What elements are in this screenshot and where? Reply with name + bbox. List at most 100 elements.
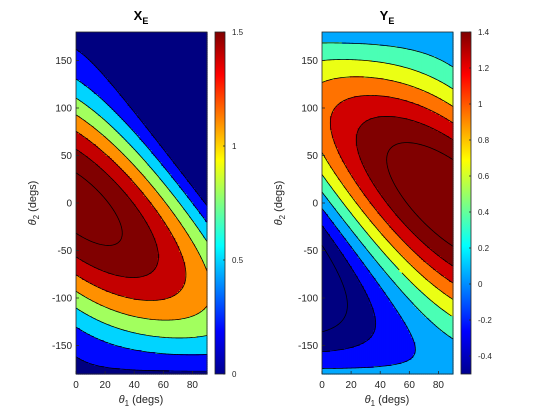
xe-contour-cell xyxy=(129,80,133,83)
xe-contour-cell xyxy=(133,52,137,55)
xe-contour-cell xyxy=(175,40,178,43)
xe-contour-cell xyxy=(159,102,162,105)
xe-contour-cell xyxy=(177,70,180,73)
xe-contour-cell xyxy=(83,112,87,115)
xe-contour-cell xyxy=(177,90,180,93)
xe-contour-cell xyxy=(97,96,101,99)
xe-contour-cell xyxy=(91,38,95,41)
xe-contour-cell xyxy=(85,58,89,61)
xe-contour-cell xyxy=(163,126,166,129)
xe-contour-cell xyxy=(193,44,196,47)
xe-contour-cell xyxy=(141,130,145,133)
xe-contour-cell xyxy=(155,50,158,53)
xe-contour-cell xyxy=(201,72,204,75)
xe-contour-cell xyxy=(109,36,113,39)
xe-contour-cell xyxy=(95,90,99,93)
xe-contour-cell xyxy=(127,32,131,35)
xe-contour-cell xyxy=(153,32,156,35)
xe-contour-cell xyxy=(97,58,101,61)
xe-contour-cell xyxy=(175,68,178,71)
xe-contour-cell xyxy=(183,74,186,77)
xe-contour-cell xyxy=(143,52,147,55)
xe-contour-cell xyxy=(76,52,79,55)
xe-contour-cell xyxy=(189,112,192,115)
xe-contour-cell xyxy=(167,118,170,121)
xe-contour-cell xyxy=(101,56,105,59)
xe-contour-cell xyxy=(197,74,200,77)
xe-contour-cell xyxy=(91,130,95,133)
xe-contour-cell xyxy=(103,120,107,123)
xe-contour-cell xyxy=(87,46,91,49)
xe-contour-cell xyxy=(76,46,79,49)
xe-contour-cell xyxy=(155,100,158,103)
xe-contour-cell xyxy=(115,38,119,41)
xe-contour-cell xyxy=(201,84,204,87)
xe-contour-cell xyxy=(135,124,139,127)
xe-contour-cell xyxy=(177,72,180,75)
xe-contour-cell xyxy=(121,34,125,37)
xe-contour-cell xyxy=(129,90,133,93)
xe-contour-cell xyxy=(185,94,188,97)
xe-contour-cell xyxy=(127,52,131,55)
xe-contour-cell xyxy=(145,94,149,97)
xe-contour-cell xyxy=(93,84,97,87)
xe-contour-cell xyxy=(147,62,151,65)
xe-contour-cell xyxy=(127,64,131,67)
xe-contour-cell xyxy=(181,110,184,113)
xe-contour-cell xyxy=(181,94,184,97)
xe-contour-cell xyxy=(147,108,151,111)
xe-contour-cell xyxy=(179,94,182,97)
xe-contour-cell xyxy=(105,96,109,99)
xe-contour-cell xyxy=(91,58,95,61)
xe-contour-cell xyxy=(197,76,200,79)
xe-contour-cell xyxy=(115,76,119,79)
xe-contour-cell xyxy=(127,38,131,41)
xe-contour-cell xyxy=(133,60,137,63)
xe-contour-cell xyxy=(157,118,160,121)
xe-contour-cell xyxy=(185,118,188,121)
xe-contour-cell xyxy=(181,46,184,49)
xe-contour-cell xyxy=(181,72,184,75)
xe-contour-cell xyxy=(195,62,198,65)
xe-contour-cell xyxy=(189,50,192,53)
xe-contour-cell xyxy=(151,86,154,89)
xe-contour-cell xyxy=(159,100,162,103)
xe-contour-cell xyxy=(163,76,166,79)
xe-contour-cell xyxy=(143,42,147,45)
xe-contour-cell xyxy=(159,48,162,51)
xe-contour-cell xyxy=(109,66,113,69)
xe-contour-cell xyxy=(179,58,182,61)
xe-contour-cell xyxy=(145,98,149,101)
xe-contour-cell xyxy=(133,34,137,37)
xe-contour-cell xyxy=(105,120,109,123)
xe-contour-cell xyxy=(197,86,200,89)
xe-contour-cell xyxy=(83,102,87,105)
xe-contour-cell xyxy=(91,64,95,67)
xe-contour-cell xyxy=(179,56,182,59)
xe-contour-cell xyxy=(205,48,208,51)
xe-contour-cell xyxy=(159,86,162,89)
xe-contour-cell xyxy=(109,110,113,113)
xe-contour-cell xyxy=(181,34,184,37)
xe-contour-cell xyxy=(135,64,139,67)
xe-contour-cell xyxy=(173,124,176,127)
xe-contour-cell xyxy=(197,122,200,125)
xe-contour-cell xyxy=(93,52,97,55)
xe-contour-cell xyxy=(157,60,160,63)
xe-contour-cell xyxy=(203,110,206,113)
xe-contour-cell xyxy=(197,44,200,47)
xe-contour-cell xyxy=(149,110,153,113)
xe-contour-cell xyxy=(93,104,97,107)
xe-contour-cell xyxy=(117,110,121,113)
xe-contour-cell xyxy=(119,52,123,55)
xe-contour-cell xyxy=(129,122,133,125)
xe-contour-cell xyxy=(169,94,172,97)
xe-contour-cell xyxy=(79,96,83,99)
xe-contour-cell xyxy=(171,50,174,53)
xe-contour-cell xyxy=(193,66,196,69)
xe-contour-cell xyxy=(125,36,129,39)
xe-contour-cell xyxy=(83,116,87,119)
xe-contour-cell xyxy=(101,104,105,107)
xe-contour-cell xyxy=(111,58,115,61)
xe-contour-cell xyxy=(129,86,133,89)
